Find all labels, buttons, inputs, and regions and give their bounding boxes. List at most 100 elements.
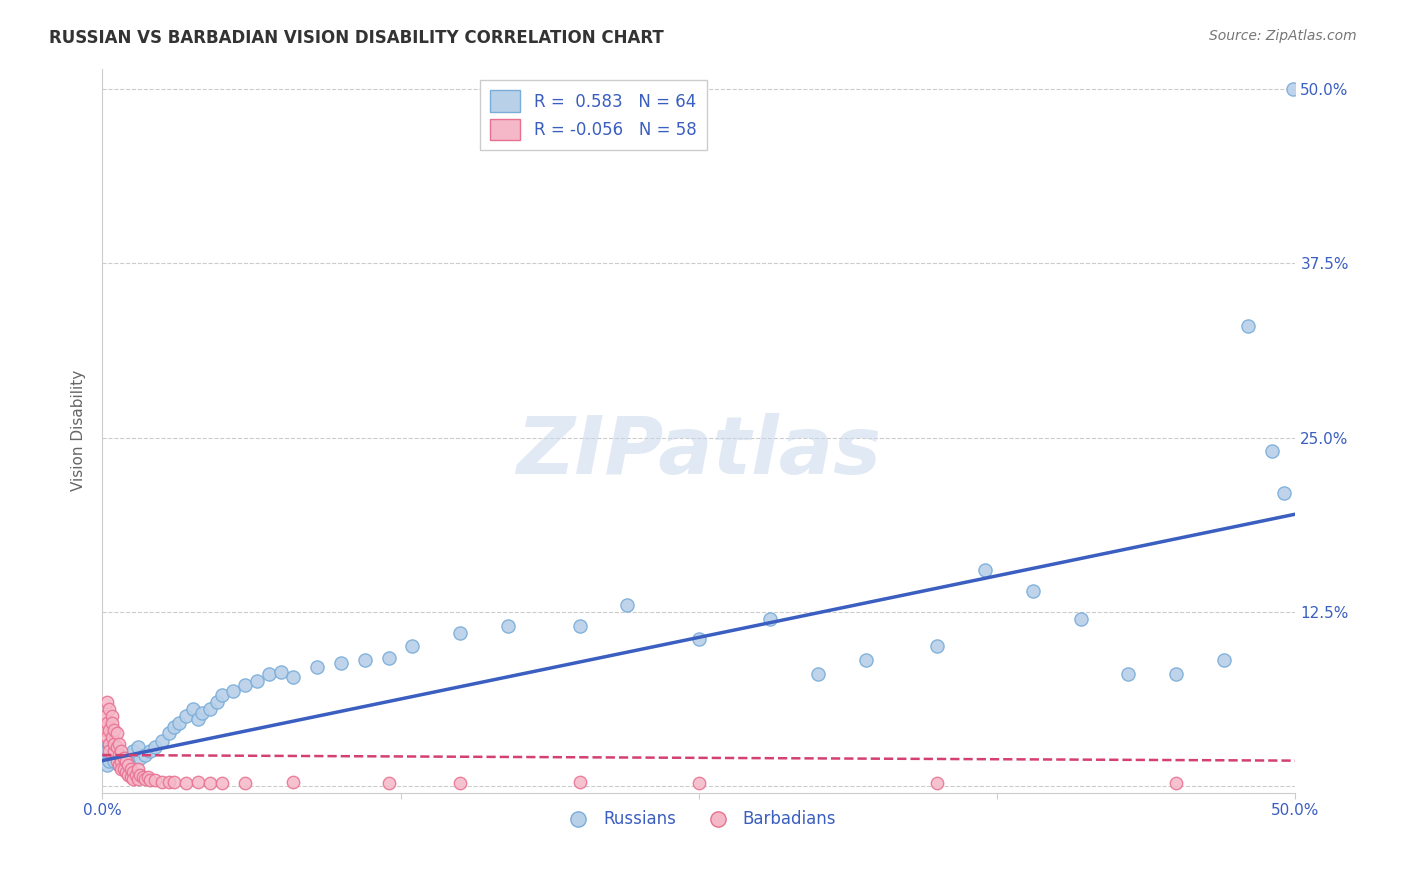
Point bbox=[108, 757, 131, 772]
Point bbox=[1166, 667, 1188, 681]
Point bbox=[105, 754, 128, 768]
Point bbox=[100, 716, 122, 731]
Point bbox=[270, 665, 292, 679]
Point bbox=[157, 774, 180, 789]
Point bbox=[100, 709, 122, 723]
Point bbox=[1022, 583, 1045, 598]
Point bbox=[688, 632, 710, 647]
Point bbox=[139, 744, 162, 758]
Point bbox=[105, 739, 128, 754]
Point bbox=[191, 706, 214, 721]
Point bbox=[198, 702, 221, 716]
Point bbox=[211, 776, 233, 790]
Point bbox=[129, 751, 152, 765]
Point bbox=[110, 744, 132, 758]
Point bbox=[122, 744, 145, 758]
Point bbox=[110, 754, 132, 768]
Point bbox=[1236, 319, 1258, 334]
Point bbox=[1212, 653, 1234, 667]
Point bbox=[98, 744, 121, 758]
Point bbox=[103, 737, 125, 751]
Point bbox=[927, 776, 949, 790]
Point bbox=[377, 776, 399, 790]
Point bbox=[100, 730, 122, 744]
Text: Source: ZipAtlas.com: Source: ZipAtlas.com bbox=[1209, 29, 1357, 44]
Point bbox=[127, 762, 149, 776]
Point bbox=[124, 767, 146, 781]
Point bbox=[496, 618, 519, 632]
Point bbox=[117, 767, 139, 781]
Point bbox=[150, 774, 173, 789]
Point bbox=[112, 751, 135, 765]
Point bbox=[122, 772, 145, 786]
Point bbox=[108, 747, 131, 762]
Point bbox=[98, 723, 121, 737]
Point bbox=[568, 774, 591, 789]
Point bbox=[98, 737, 121, 751]
Point bbox=[93, 709, 115, 723]
Point bbox=[1166, 776, 1188, 790]
Point bbox=[93, 723, 115, 737]
Point bbox=[132, 770, 155, 784]
Point bbox=[120, 762, 142, 776]
Point bbox=[117, 757, 139, 772]
Point bbox=[157, 725, 180, 739]
Point bbox=[974, 563, 997, 577]
Point bbox=[143, 773, 166, 788]
Point bbox=[187, 712, 209, 726]
Point bbox=[103, 754, 125, 768]
Point bbox=[353, 653, 375, 667]
Point bbox=[127, 772, 149, 786]
Point bbox=[1282, 82, 1305, 96]
Point bbox=[112, 751, 135, 765]
Point bbox=[96, 716, 118, 731]
Point bbox=[759, 611, 782, 625]
Point bbox=[305, 660, 328, 674]
Point bbox=[174, 709, 197, 723]
Point bbox=[259, 667, 281, 681]
Point bbox=[96, 744, 118, 758]
Point bbox=[222, 684, 245, 698]
Point bbox=[122, 764, 145, 779]
Point bbox=[1260, 444, 1282, 458]
Point bbox=[401, 640, 423, 654]
Point bbox=[235, 776, 257, 790]
Point bbox=[1272, 486, 1295, 500]
Point bbox=[198, 776, 221, 790]
Point bbox=[98, 754, 121, 768]
Point bbox=[281, 670, 304, 684]
Point bbox=[1118, 667, 1140, 681]
Point bbox=[108, 737, 131, 751]
Point bbox=[120, 747, 142, 762]
Point bbox=[103, 723, 125, 737]
Point bbox=[134, 747, 156, 762]
Point bbox=[568, 618, 591, 632]
Point bbox=[807, 667, 830, 681]
Point bbox=[167, 716, 190, 731]
Point bbox=[98, 702, 121, 716]
Point bbox=[163, 720, 186, 734]
Point bbox=[117, 751, 139, 765]
Point bbox=[449, 625, 471, 640]
Point bbox=[96, 730, 118, 744]
Point bbox=[377, 650, 399, 665]
Point bbox=[115, 757, 138, 772]
Point bbox=[98, 737, 121, 751]
Point bbox=[105, 725, 128, 739]
Text: ZIPatlas: ZIPatlas bbox=[516, 413, 882, 491]
Point bbox=[174, 776, 197, 790]
Point bbox=[115, 764, 138, 779]
Point bbox=[281, 774, 304, 789]
Point bbox=[855, 653, 877, 667]
Point bbox=[96, 695, 118, 709]
Point bbox=[616, 598, 638, 612]
Point bbox=[136, 770, 159, 784]
Point bbox=[110, 754, 132, 768]
Point bbox=[93, 751, 115, 765]
Point bbox=[187, 774, 209, 789]
Point bbox=[110, 762, 132, 776]
Point bbox=[100, 739, 122, 754]
Point bbox=[246, 674, 269, 689]
Point bbox=[103, 744, 125, 758]
Point bbox=[235, 678, 257, 692]
